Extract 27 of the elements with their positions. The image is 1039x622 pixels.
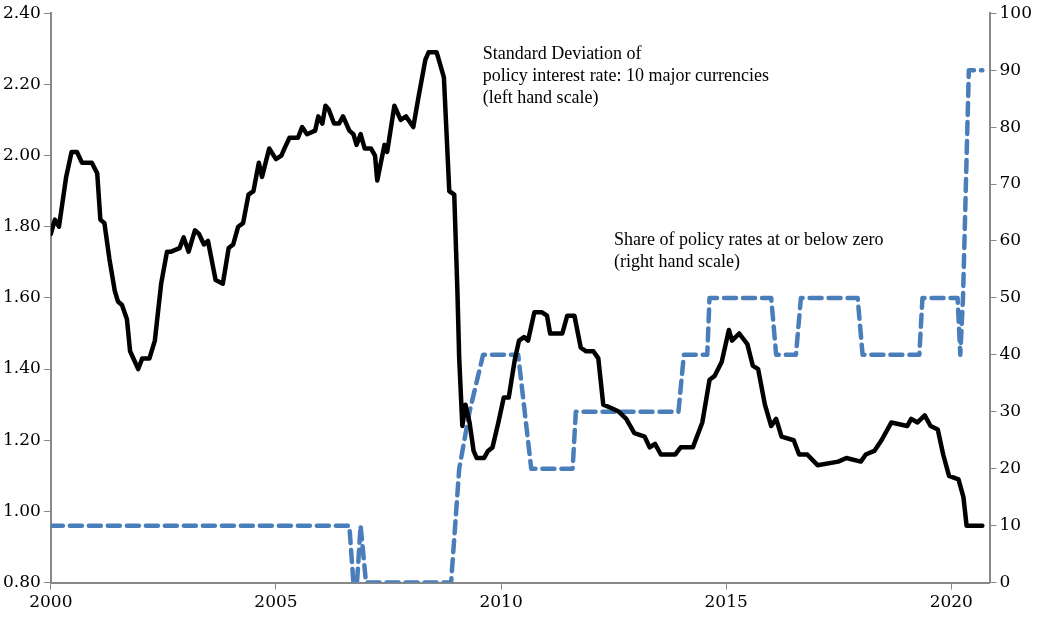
x-tick-label: 2000 [29, 591, 73, 612]
x-tick-label: 2010 [479, 591, 523, 612]
y2-tick-label: 70 [999, 172, 1022, 193]
y-tick-label: 1.80 [2, 215, 41, 236]
y2-tick-label: 60 [999, 229, 1022, 250]
y-tick-label: 2.40 [2, 1, 41, 22]
y2-tick-label: 40 [999, 343, 1022, 364]
y2-tick-label: 100 [999, 1, 1033, 22]
y2-tick-label: 20 [999, 457, 1022, 478]
annotation: Standard Deviation of policy interest rate: 10 major currencies (left hand scale) [482, 42, 770, 108]
y2-tick-label: 10 [999, 514, 1022, 535]
y2-tick-label: 0 [999, 571, 1011, 592]
y-tick-label: 1.60 [2, 286, 41, 307]
y-tick-label: 2.00 [2, 143, 41, 164]
x-tick-label: 2015 [704, 591, 748, 612]
y2-tick-label: 80 [999, 115, 1022, 136]
y-tick-label: 2.20 [2, 72, 41, 93]
y-tick-label: 1.00 [2, 499, 41, 520]
y2-tick-label: 30 [999, 400, 1022, 421]
y-tick-label: 1.20 [2, 428, 41, 449]
y-tick-label: 1.40 [2, 357, 41, 378]
annotation: Share of policy rates at or below zero (right hand scale) [614, 228, 884, 272]
y2-tick-label: 90 [999, 58, 1022, 79]
x-tick-label: 2020 [929, 591, 973, 612]
y2-tick-label: 50 [999, 286, 1022, 307]
y-tick-label: 0.80 [2, 571, 41, 592]
x-tick-label: 2005 [254, 591, 298, 612]
